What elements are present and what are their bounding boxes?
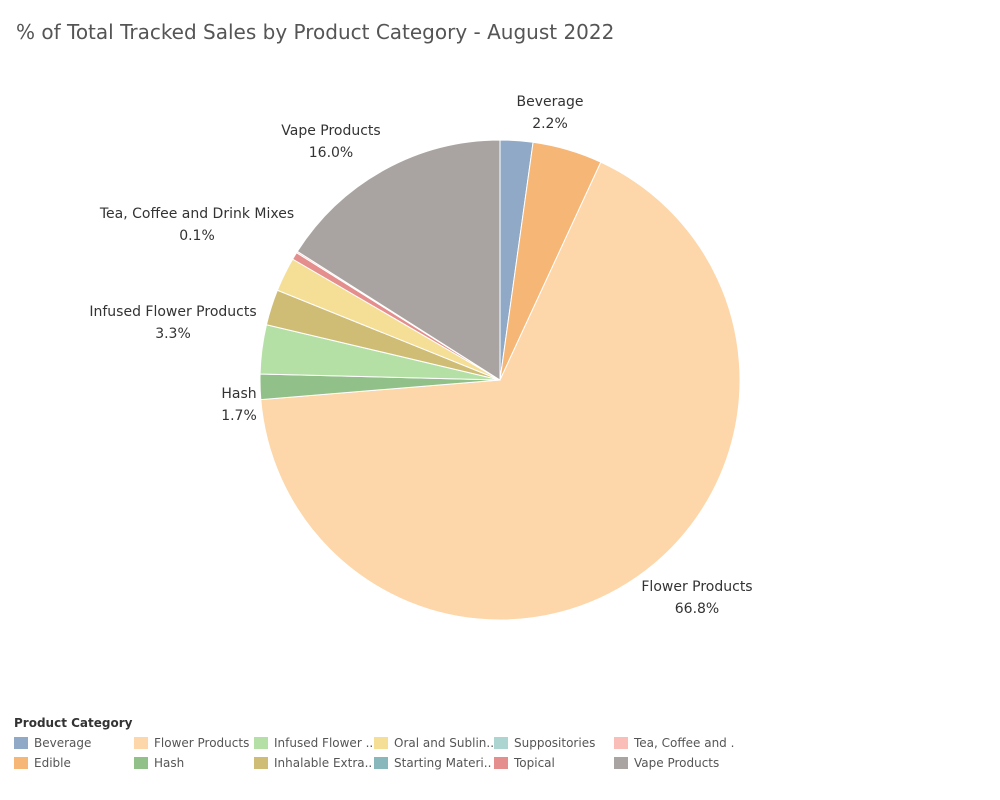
legend-items: Beverage Edible Flower Products Hash Infused… (14, 733, 994, 773)
legend-item[interactable]: Flower Products (134, 733, 254, 753)
legend: Product Category Beverage Edible Flower Pr… (14, 716, 994, 773)
slice-value-label: 1.7% (221, 408, 257, 424)
legend-label: Infused Flower .. (274, 736, 374, 750)
legend-item[interactable]: Vape Products (614, 753, 734, 773)
legend-swatch (614, 737, 628, 749)
legend-swatch (494, 737, 508, 749)
legend-item[interactable]: Beverage (14, 733, 134, 753)
legend-item[interactable]: Inhalable Extra.. (254, 753, 374, 773)
legend-label: Flower Products (154, 736, 250, 750)
legend-label: Edible (34, 756, 71, 770)
legend-item[interactable]: Starting Materi.. (374, 753, 494, 773)
slice-value-label: 3.3% (155, 326, 191, 342)
legend-item[interactable]: Hash (134, 753, 254, 773)
slice-label: Beverage (517, 94, 584, 110)
slice-label: Hash (221, 386, 256, 402)
legend-label: Vape Products (634, 756, 720, 770)
legend-title: Product Category (14, 716, 133, 730)
legend-item[interactable]: Edible (14, 753, 134, 773)
pie-slices (259, 139, 741, 621)
legend-label: Topical (514, 756, 555, 770)
legend-swatch (254, 757, 268, 769)
pie-slice-vape-products[interactable] (296, 139, 501, 381)
legend-item[interactable]: Oral and Sublin.. (374, 733, 494, 753)
legend-swatch (134, 737, 148, 749)
legend-swatch (614, 757, 628, 769)
legend-label: Starting Materi.. (394, 756, 492, 770)
legend-swatch (14, 737, 28, 749)
slice-label: Infused Flower Products (89, 304, 256, 320)
legend-swatch (374, 757, 388, 769)
pie-slice-flower-products[interactable] (260, 161, 741, 621)
legend-item[interactable]: Topical (494, 753, 614, 773)
legend-swatch (14, 757, 28, 769)
legend-label: Tea, Coffee and .. (634, 736, 734, 750)
legend-item[interactable]: Suppositories (494, 733, 614, 753)
legend-swatch (494, 757, 508, 769)
legend-label: Oral and Sublin.. (394, 736, 494, 750)
legend-label: Inhalable Extra.. (274, 756, 373, 770)
legend-label: Suppositories (514, 736, 596, 750)
legend-item[interactable]: Infused Flower .. (254, 733, 374, 753)
slice-value-label: 16.0% (309, 145, 353, 161)
legend-swatch (254, 737, 268, 749)
slice-label: Flower Products (641, 579, 752, 595)
pie-labels: Beverage 2.2% Flower Products 66.8% Hash 1.7%… (89, 94, 752, 617)
legend-label: Hash (154, 756, 185, 770)
slice-label: Tea, Coffee and Drink Mixes (99, 206, 294, 222)
pie-chart: Beverage 2.2% Flower Products 66.8% Hash 1.7%… (89, 94, 753, 621)
legend-label: Beverage (34, 736, 92, 750)
legend-item[interactable]: Tea, Coffee and .. (614, 733, 734, 753)
chart-title: % of Total Tracked Sales by Product Cate… (16, 20, 615, 44)
legend-swatch (134, 757, 148, 769)
slice-value-label: 2.2% (532, 116, 568, 132)
slice-label: Vape Products (281, 123, 380, 139)
legend-swatch (374, 737, 388, 749)
slice-value-label: 0.1% (179, 228, 215, 244)
slice-value-label: 66.8% (675, 601, 719, 617)
